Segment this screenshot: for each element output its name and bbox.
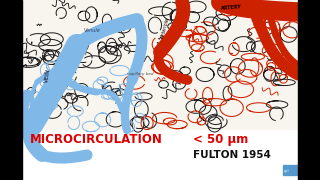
Text: Arteriole: Arteriole xyxy=(160,17,170,39)
Text: ARTERY: ARTERY xyxy=(221,4,242,11)
Text: capillary bed: capillary bed xyxy=(127,72,153,76)
Bar xyxy=(298,0,320,180)
Text: Venule: Venule xyxy=(84,28,101,33)
Bar xyxy=(283,165,298,175)
Bar xyxy=(22,0,298,130)
Text: upl: upl xyxy=(284,169,290,173)
Text: FULTON 1954: FULTON 1954 xyxy=(193,150,271,160)
Bar xyxy=(0,0,22,180)
Text: MICROCIRCULATION: MICROCIRCULATION xyxy=(30,133,163,146)
Text: < 50 μm: < 50 μm xyxy=(193,133,248,146)
Text: VEIN: VEIN xyxy=(44,68,52,83)
Bar xyxy=(22,130,298,180)
